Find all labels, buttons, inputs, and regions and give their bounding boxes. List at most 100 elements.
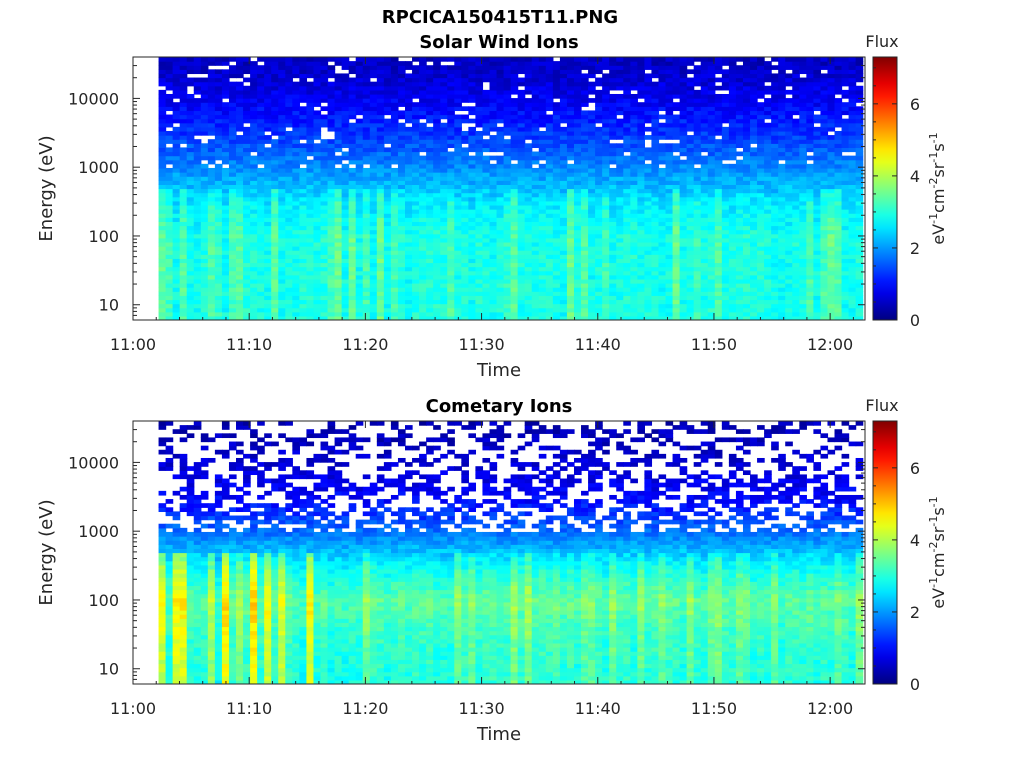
spectrogram-cell (250, 89, 258, 95)
spectrogram-cell (665, 184, 674, 190)
spectrogram-cell (510, 241, 519, 247)
spectrogram-cell (348, 241, 357, 247)
spectrogram-cell (707, 196, 716, 202)
spectrogram-cell (200, 147, 209, 153)
spectrogram-cell (552, 159, 561, 165)
spectrogram-cell (376, 172, 385, 177)
spectrogram-cell (412, 167, 420, 173)
spectrogram-cell (616, 270, 624, 276)
spectrogram-cell (236, 278, 244, 284)
spectrogram-cell (228, 130, 237, 136)
spectrogram-cell (165, 278, 174, 284)
spectrogram-cell (714, 192, 723, 198)
spectrogram-cell (362, 155, 371, 161)
spectrogram-cell (686, 287, 695, 292)
spectrogram-cell (637, 163, 645, 169)
spectrogram-cell (271, 102, 279, 107)
spectrogram-cell (285, 303, 293, 309)
spectrogram-cell (419, 65, 427, 70)
spectrogram-cell (496, 118, 505, 124)
spectrogram-cell (686, 176, 695, 181)
spectrogram-cell (503, 229, 512, 235)
spectrogram-cell (355, 204, 364, 210)
spectrogram-cell (475, 258, 484, 264)
spectrogram-cell (468, 209, 477, 214)
spectrogram-cell (405, 130, 413, 136)
spectrogram-cell (581, 85, 589, 91)
spectrogram-cell (341, 200, 350, 206)
spectrogram-cell (376, 118, 385, 124)
spectrogram-cell (524, 241, 533, 247)
spectrogram-cell (369, 114, 378, 120)
spectrogram-cell (616, 93, 624, 99)
spectrogram-cell (419, 122, 427, 128)
spectrogram-cell (482, 311, 491, 317)
spectrogram-cell (517, 143, 526, 149)
spectrogram-cell (327, 65, 336, 70)
spectrogram-cell (700, 307, 709, 313)
spectrogram-cell (672, 93, 681, 99)
spectrogram-cell (193, 217, 202, 222)
spectrogram-cell (412, 262, 420, 268)
spectrogram-cell (721, 287, 730, 292)
spectrogram-cell (397, 130, 406, 136)
spectrogram-cell (545, 237, 554, 243)
spectrogram-cell (412, 151, 420, 157)
spectrogram-cell (616, 225, 624, 231)
spectrogram-cell (362, 192, 371, 198)
spectrogram-cell (573, 98, 582, 103)
spectrogram-cell (581, 192, 589, 198)
spectrogram-cell (334, 118, 343, 124)
spectrogram-cell (658, 221, 667, 227)
spectrogram-cell (390, 188, 399, 194)
spectrogram-cell (524, 192, 533, 198)
spectrogram-cell (538, 287, 547, 292)
spectrogram-cell (158, 303, 167, 309)
spectrogram-cell (721, 200, 730, 206)
spectrogram-cell (179, 188, 188, 194)
spectrogram-cell (721, 237, 730, 243)
spectrogram-cell (510, 118, 519, 124)
spectrogram-cell (419, 114, 427, 120)
spectrogram-cell (616, 262, 624, 268)
spectrogram-cell (412, 307, 420, 313)
spectrogram-cell (602, 209, 610, 214)
spectrogram-cell (602, 77, 610, 83)
spectrogram-cell (707, 126, 716, 132)
spectrogram-cell (637, 307, 645, 313)
spectrogram-cell (665, 291, 674, 296)
spectrogram-cell (686, 81, 695, 87)
spectrogram-cell (637, 266, 645, 272)
spectrogram-cell (616, 155, 624, 161)
spectrogram-cell (559, 89, 568, 95)
spectrogram-cell (299, 278, 308, 284)
spectrogram-cell (165, 172, 174, 177)
spectrogram-cell (489, 106, 498, 112)
spectrogram-cell (433, 126, 441, 132)
spectrogram-cell (489, 270, 498, 276)
spectrogram-cell (412, 229, 420, 235)
spectrogram-cell (517, 217, 526, 222)
spectrogram-cell (257, 258, 265, 264)
spectrogram-cell (559, 93, 568, 99)
spectrogram-cell (158, 126, 167, 132)
spectrogram-cell (510, 221, 519, 227)
spectrogram-cell (461, 213, 469, 218)
spectrogram-cell (489, 250, 498, 255)
spectrogram-cell (517, 258, 526, 264)
spectrogram-cell (573, 291, 582, 296)
spectrogram-cell (292, 299, 300, 305)
spectrogram-cell (665, 73, 674, 79)
spectrogram-cell (172, 233, 181, 239)
spectrogram-cell (264, 229, 272, 235)
spectrogram-cell (383, 139, 392, 144)
spectrogram-cell (433, 283, 441, 288)
spectrogram-cell (714, 151, 723, 157)
spectrogram-cell (672, 283, 681, 288)
spectrogram-cell (517, 188, 526, 194)
spectrogram-cell (602, 311, 610, 317)
spectrogram-cell (679, 311, 688, 317)
spectrogram-cell (158, 163, 167, 169)
spectrogram-cell (721, 180, 730, 185)
spectrogram-cell (566, 278, 575, 284)
